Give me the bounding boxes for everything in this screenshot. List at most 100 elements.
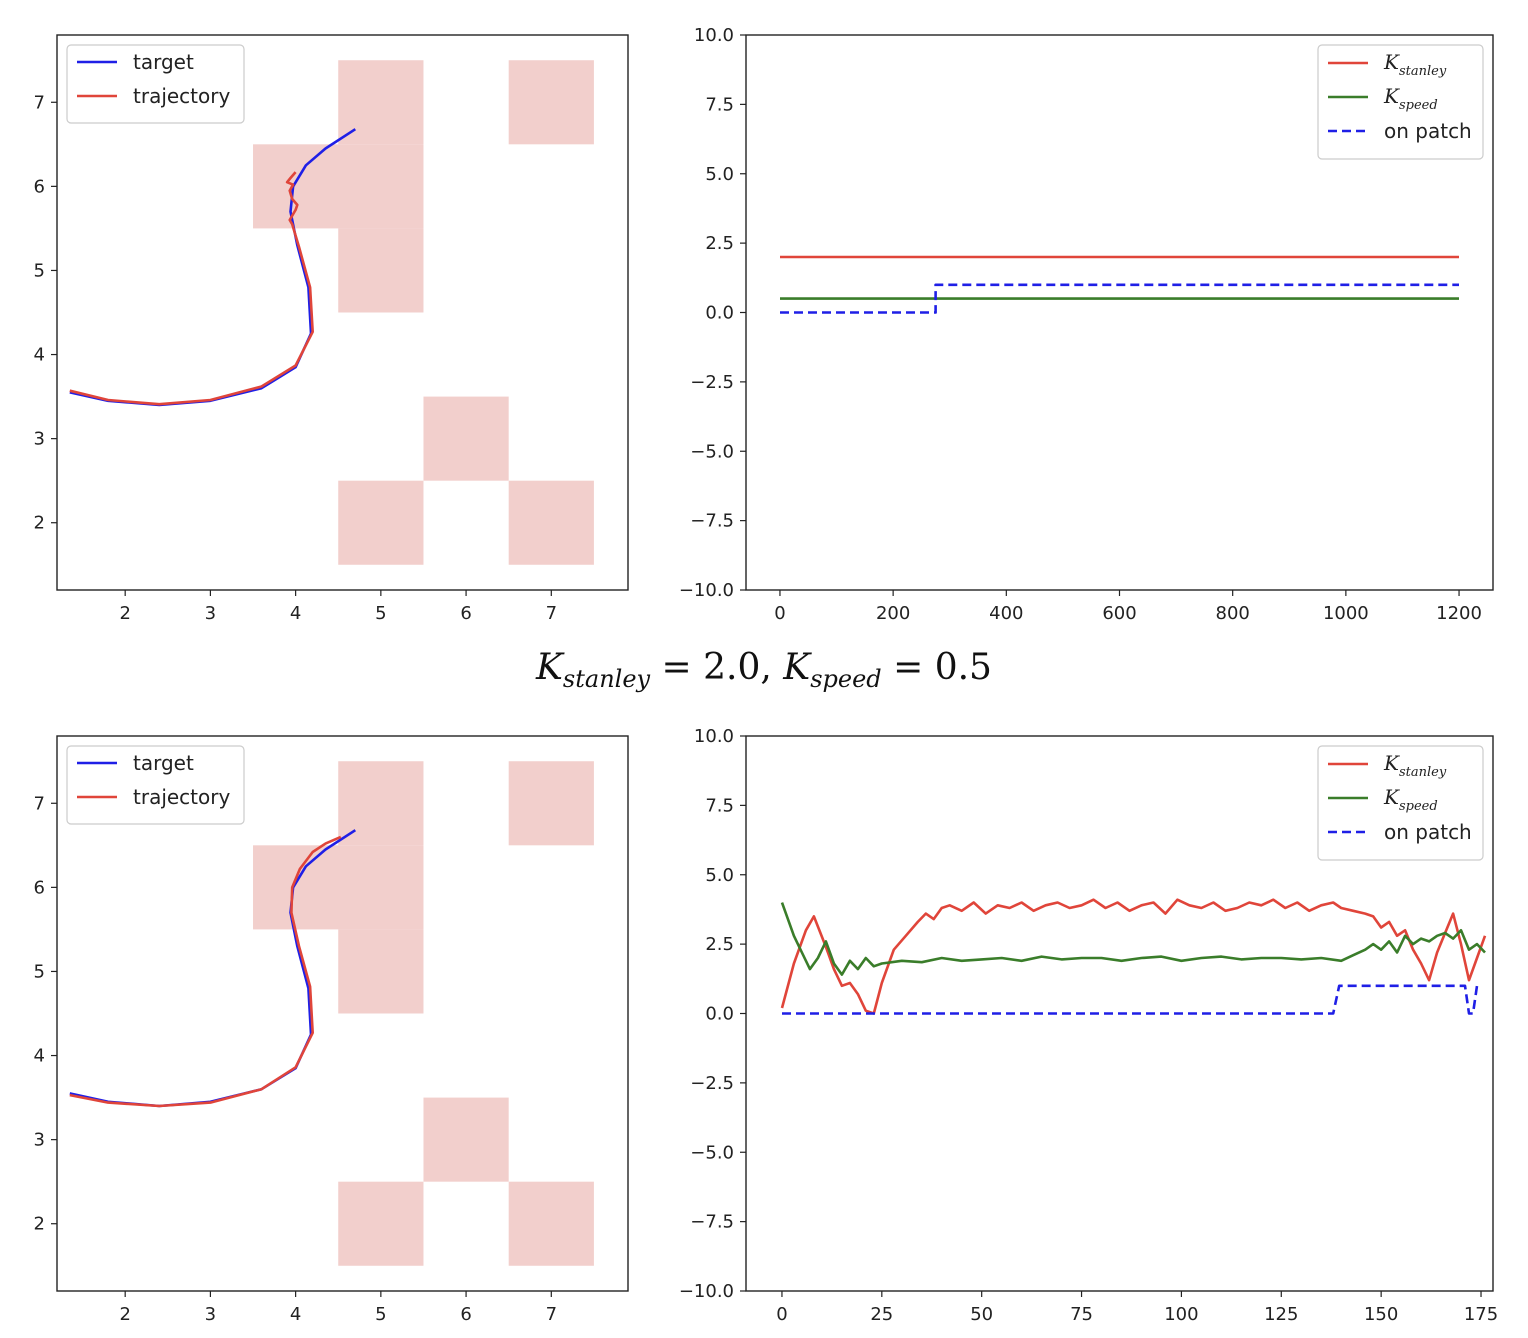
y-tick-label: 5 [34, 260, 45, 281]
legend: target trajectory [66, 44, 245, 124]
patch-3 [338, 228, 424, 313]
patch-6 [508, 1181, 594, 1266]
axes-frame [56, 735, 629, 1292]
x-tick-label: 800 [1216, 603, 1250, 624]
x-tick-label: 1200 [1436, 603, 1482, 624]
legend: target trajectory [66, 745, 245, 825]
chart-top-right: 0 200 400 600 800 1000 1200 10.0 7.5 5.0 2.5 0.0 −2.… [679, 25, 1494, 624]
y-tick-label: 4 [34, 345, 45, 366]
legend-label: trajectory [133, 84, 230, 108]
legend-box [66, 44, 245, 124]
x-tick-label: 75 [1070, 1304, 1093, 1325]
k-stanley-value: = 2.0, [650, 647, 784, 688]
x-tick-label: 125 [1264, 1304, 1298, 1325]
x-tick-label: 50 [970, 1304, 993, 1325]
legend-label: on patch [1384, 119, 1472, 143]
x-tick-label: 2 [119, 603, 130, 624]
x-tick-label: 175 [1464, 1304, 1498, 1325]
x-tick-label: 600 [1102, 603, 1136, 624]
y-tick-label: 7.5 [705, 795, 734, 816]
legend-label: trajectory [133, 785, 230, 809]
x-tick-label: 2 [119, 1304, 130, 1325]
y-tick-label: 7 [34, 793, 45, 814]
series-on-patch [780, 283, 1459, 314]
y-tick-label: 2.5 [705, 934, 734, 955]
x-tick-label: 5 [375, 1304, 386, 1325]
x-tick-label: 100 [1164, 1304, 1198, 1325]
x-tick-label: 5 [375, 603, 386, 624]
y-tick-label: −7.5 [690, 511, 734, 532]
y-tick-label: 0.0 [705, 1004, 734, 1025]
k-speed-value: = 0.5 [881, 647, 992, 688]
y-tick-label: 6 [34, 176, 45, 197]
patch-2 [253, 845, 424, 930]
x-tick-label: 25 [870, 1304, 893, 1325]
legend-label: target [133, 50, 194, 74]
chart-bottom-right: 0 25 50 75 100 125 150 175 10.0 7.5 5.0 2.5 0.0 −2.5 −… [679, 726, 1498, 1325]
series-k-stanley [780, 898, 1487, 1015]
y-tick-label: −5.0 [690, 441, 734, 462]
patch-1 [508, 60, 594, 145]
x-tick-label: 3 [205, 603, 216, 624]
x-tick-label: 7 [546, 603, 557, 624]
y-tick-label: −7.5 [690, 1212, 734, 1233]
patch-4 [423, 396, 509, 481]
x-tick-label: 1000 [1323, 603, 1369, 624]
x-tick-label: 7 [546, 1304, 557, 1325]
series-on-patch [782, 984, 1481, 1015]
x-tick-label: 4 [290, 603, 301, 624]
y-tick-label: 5 [34, 961, 45, 982]
figure-title: Kstanley = 2.0, Kspeed = 0.5 [0, 647, 1528, 693]
x-tick-label: 3 [205, 1304, 216, 1325]
k-speed-subscript: speed [810, 665, 882, 693]
series-trajectory [69, 835, 342, 1108]
y-tick-label: 10.0 [694, 726, 734, 747]
axes-frame [56, 34, 629, 591]
x-tick-label: 4 [290, 1304, 301, 1325]
legend-label: target [133, 751, 194, 775]
y-tick-label: 2 [34, 513, 45, 534]
y-tick-label: 7 [34, 92, 45, 113]
y-tick-label: 5.0 [705, 865, 734, 886]
k-speed-symbol: K [783, 647, 811, 688]
patch-5 [338, 1181, 424, 1266]
patch-1 [508, 761, 594, 846]
chart-bottom-left: 2 3 4 5 6 7 2 3 4 5 6 7 target trajectory [34, 735, 629, 1325]
y-tick-label: 0.0 [705, 303, 734, 324]
y-tick-label: −2.5 [690, 1073, 734, 1094]
y-tick-label: 5.0 [705, 164, 734, 185]
x-tick-label: 6 [460, 603, 471, 624]
y-tick-label: 2 [34, 1214, 45, 1235]
series-k-speed [780, 902, 1486, 976]
y-tick-label: −2.5 [690, 372, 734, 393]
x-tick-label: 150 [1364, 1304, 1398, 1325]
patch-6 [508, 480, 594, 565]
legend-label: on patch [1384, 820, 1472, 844]
x-tick-label: 400 [989, 603, 1023, 624]
chart-top-left: 2 3 4 5 6 7 2 3 4 5 6 7 target trajectory [34, 34, 629, 624]
y-tick-label: 3 [34, 1130, 45, 1151]
y-tick-label: 6 [34, 877, 45, 898]
patch-2 [253, 144, 424, 229]
y-tick-label: −10.0 [679, 1281, 734, 1302]
y-tick-label: 4 [34, 1046, 45, 1067]
x-tick-label: 0 [774, 603, 785, 624]
x-tick-label: 200 [876, 603, 910, 624]
y-tick-label: 2.5 [705, 233, 734, 254]
x-tick-label: 0 [776, 1304, 787, 1325]
series-trajectory [69, 171, 315, 406]
legend-box [66, 745, 245, 825]
k-stanley-subscript: stanley [562, 665, 651, 693]
y-tick-label: −5.0 [690, 1142, 734, 1163]
y-tick-label: −10.0 [679, 580, 734, 601]
patch-5 [338, 480, 424, 565]
patch-4 [423, 1097, 509, 1182]
y-tick-label: 3 [34, 429, 45, 450]
k-stanley-symbol: K [536, 647, 563, 688]
patch-3 [338, 929, 424, 1014]
y-tick-label: 7.5 [705, 94, 734, 115]
x-tick-label: 6 [460, 1304, 471, 1325]
